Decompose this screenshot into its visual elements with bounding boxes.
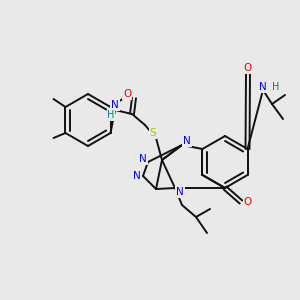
- Text: N: N: [259, 82, 267, 92]
- Text: N: N: [139, 154, 147, 164]
- Text: O: O: [123, 89, 131, 99]
- Text: O: O: [244, 63, 252, 73]
- Text: N: N: [111, 100, 119, 110]
- Text: N: N: [176, 187, 184, 197]
- Text: H: H: [107, 110, 115, 120]
- Text: H: H: [272, 82, 280, 92]
- Text: N: N: [133, 171, 141, 181]
- Text: O: O: [244, 197, 252, 207]
- Text: N: N: [183, 136, 191, 146]
- Text: S: S: [150, 128, 156, 138]
